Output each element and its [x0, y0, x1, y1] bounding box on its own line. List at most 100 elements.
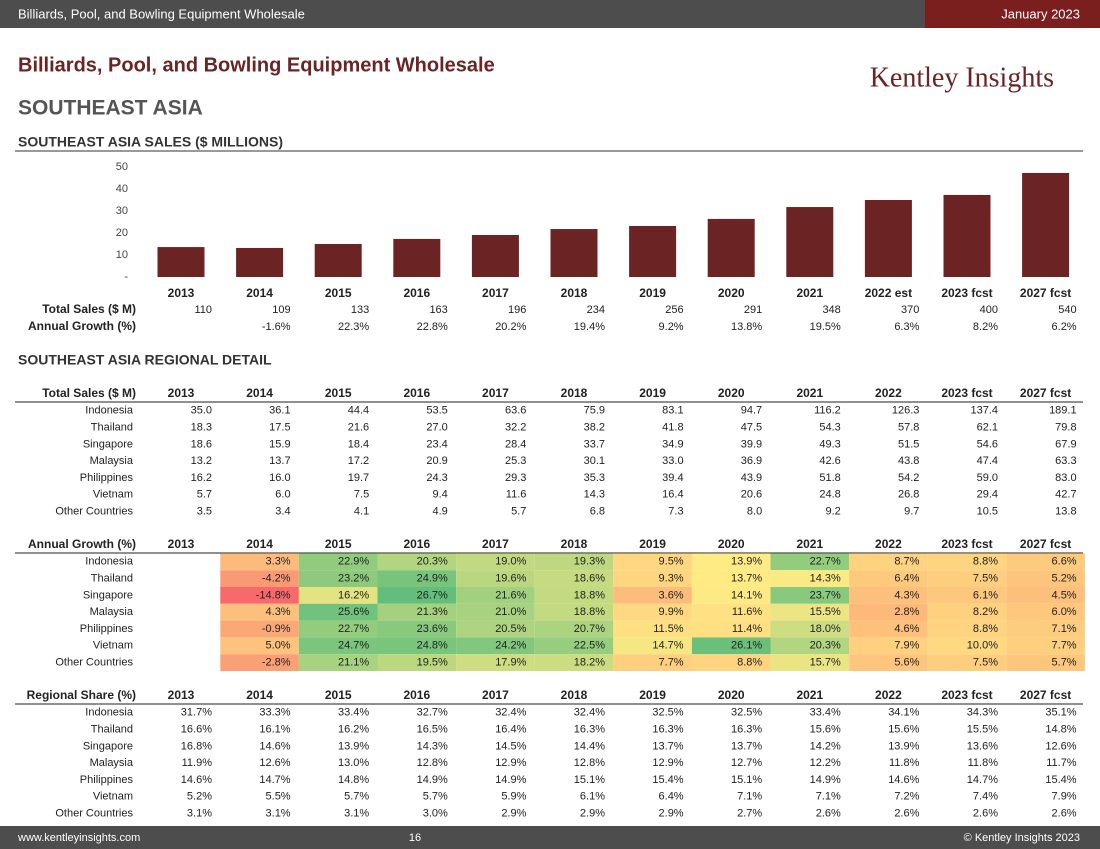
heat-cell — [534, 553, 614, 571]
cell-value: 63.6 — [505, 405, 526, 417]
cell-value: 126.3 — [892, 405, 920, 417]
report-title: Billiards, Pool, and Bowling Equipment W… — [18, 54, 495, 76]
heat-cell — [456, 654, 535, 671]
cell-value: 6.8 — [590, 506, 605, 518]
cell-value: 25.6% — [338, 606, 369, 618]
heat-cell — [770, 620, 850, 638]
cell-value: 14.9% — [810, 774, 841, 786]
cell-value: 19.5% — [417, 657, 448, 669]
cell-value: 10.5 — [977, 506, 998, 518]
column-header: 2016 — [403, 537, 430, 551]
cell-value: 47.5 — [741, 422, 762, 434]
column-header: 2014 — [246, 688, 273, 702]
x-tick-label: 2015 — [325, 286, 352, 300]
summary-value: 19.5% — [810, 321, 841, 333]
cell-value: 5.6% — [894, 657, 919, 669]
cell-value: 116.2 — [814, 405, 841, 417]
cell-value: 4.3% — [266, 606, 291, 618]
heat-cell — [456, 587, 535, 604]
cell-value: 79.8 — [1055, 422, 1076, 434]
cell-value: 23.2% — [338, 573, 369, 585]
heat-cell — [770, 587, 850, 604]
cell-value: 53.5 — [426, 405, 447, 417]
cell-value: 28.4 — [505, 438, 526, 450]
summary-value: 19.4% — [574, 321, 605, 333]
cell-value: 21.0% — [495, 606, 526, 618]
heat-cell — [220, 570, 299, 587]
cell-value: 5.0% — [266, 640, 291, 652]
column-header: 2014 — [246, 537, 273, 551]
cell-value: 3.6% — [659, 589, 684, 601]
detail-title: SOUTHEAST ASIA REGIONAL DETAIL — [18, 352, 272, 368]
cell-value: 6.4% — [894, 573, 919, 585]
row-label: Vietnam — [93, 791, 133, 803]
cell-value: 22.7% — [810, 556, 841, 568]
cell-value: 14.7% — [652, 640, 683, 652]
x-tick-label: 2018 — [561, 286, 588, 300]
summary-value: 22.3% — [338, 321, 369, 333]
cell-value: 47.4 — [977, 455, 998, 467]
bar — [157, 247, 205, 277]
heat-cell — [927, 654, 1007, 671]
heat-cell — [691, 654, 771, 671]
heat-cell — [927, 553, 1007, 571]
summary-value: 540 — [1058, 304, 1076, 316]
cell-value: 29.4 — [977, 489, 998, 501]
summary-value: -1.6% — [262, 321, 291, 333]
cell-value: 3.1% — [187, 808, 212, 820]
cell-value: 14.1% — [731, 589, 762, 601]
cell-value: 2.6% — [1052, 808, 1077, 820]
summary-value: 22.8% — [417, 321, 448, 333]
cell-value: 3.1% — [344, 808, 369, 820]
heat-cell — [456, 570, 535, 587]
heat-cell — [298, 587, 378, 604]
heat-cell — [927, 570, 1007, 587]
heat-cell — [1006, 553, 1085, 571]
header-title: Billiards, Pool, and Bowling Equipment W… — [18, 6, 305, 21]
cell-value: 44.4 — [348, 405, 369, 417]
column-header: 2019 — [639, 386, 666, 400]
cell-value: 8.7% — [894, 556, 919, 568]
cell-value: 4.9 — [433, 506, 448, 518]
cell-value: 19.6% — [495, 573, 526, 585]
cell-value: 5.7 — [197, 489, 212, 501]
cell-value: 15.6% — [810, 724, 841, 736]
cell-value: 59.0 — [977, 472, 998, 484]
cell-value: 16.3% — [574, 724, 605, 736]
cell-value: 18.8% — [574, 606, 605, 618]
row-label: Thailand — [91, 573, 133, 585]
column-header: 2015 — [325, 537, 352, 551]
summary-label: Annual Growth (%) — [28, 319, 136, 333]
cell-value: 23.6% — [417, 623, 448, 635]
column-header: 2016 — [403, 688, 430, 702]
cell-value: 13.7% — [731, 573, 762, 585]
summary-value: 8.2% — [973, 321, 998, 333]
column-header: 2013 — [168, 688, 195, 702]
column-header: 2014 — [246, 386, 273, 400]
x-tick-label: 2019 — [639, 286, 666, 300]
cell-value: 7.7% — [1052, 640, 1077, 652]
bar — [943, 194, 991, 277]
heat-cell — [1006, 603, 1085, 621]
row-label: Vietnam — [93, 640, 133, 652]
column-header: 2027 fcst — [1020, 386, 1071, 400]
cell-value: 6.6% — [1052, 556, 1077, 568]
row-label: Malaysia — [90, 757, 134, 769]
heat-cell — [377, 570, 457, 587]
cell-value: 12.9% — [652, 757, 683, 769]
region-title: SOUTHEAST ASIA — [18, 97, 203, 120]
table-title: Regional Share (%) — [27, 688, 136, 702]
x-tick-label: 2022 est — [865, 286, 912, 300]
cell-value: 9.4 — [433, 489, 448, 501]
heat-cell — [927, 603, 1007, 621]
cell-value: 14.9% — [495, 774, 526, 786]
cell-value: 23.4 — [426, 438, 447, 450]
header-bar — [0, 0, 1100, 28]
summary-value: 6.2% — [1052, 321, 1077, 333]
cell-value: 7.1% — [737, 791, 762, 803]
cell-value: 13.8 — [1055, 506, 1076, 518]
row-label: Indonesia — [85, 556, 134, 568]
cell-value: 15.7% — [810, 657, 841, 669]
cell-value: 19.7 — [348, 472, 369, 484]
